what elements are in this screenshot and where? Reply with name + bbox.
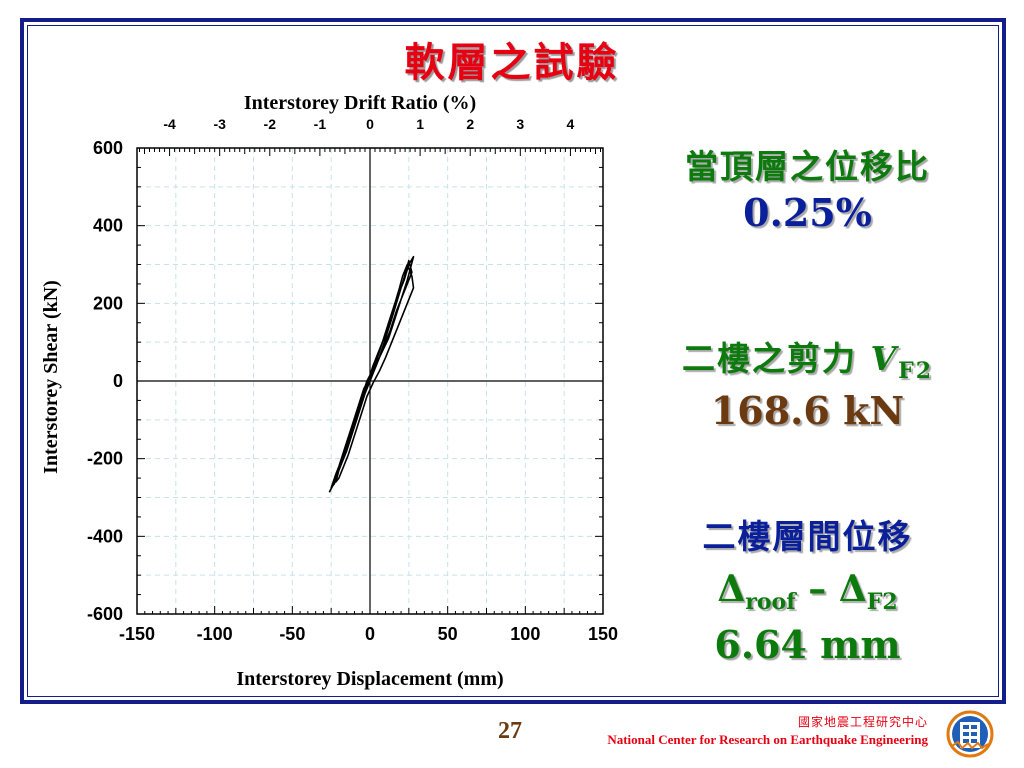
- y-tick-label: 400: [93, 216, 123, 236]
- shear-label-text: 二樓之剪力: [681, 339, 857, 378]
- y-tick-label: -600: [87, 604, 123, 624]
- x-tick-label: 0: [365, 624, 375, 644]
- delta-symbol-roof: Δ: [717, 568, 746, 610]
- minus-sign: –: [795, 568, 839, 610]
- x2-tick-label: -1: [314, 116, 327, 132]
- y-tick-label: 200: [93, 293, 123, 313]
- x2-tick-label: 2: [466, 116, 474, 132]
- x-tick-label: -50: [279, 624, 305, 644]
- ncree-logo-icon: [946, 710, 994, 758]
- slide-frame-inner: [27, 25, 999, 697]
- x-axis-title: Interstorey Displacement (mm): [236, 668, 503, 690]
- x2-tick-label: -2: [264, 116, 277, 132]
- shear-value: 168.6 kN: [710, 388, 905, 433]
- x2-tick-label: 4: [567, 116, 575, 132]
- y-tick-label: 600: [93, 138, 123, 158]
- f2-subscript: F2: [866, 589, 898, 615]
- page-number: 27: [498, 718, 522, 744]
- org-name-cn: 國家地震工程研究中心: [797, 715, 928, 729]
- org-name-en: National Center for Research on Earthqua…: [607, 732, 928, 747]
- slide-frame-outer: [20, 18, 1006, 704]
- x-tick-label: 50: [438, 624, 458, 644]
- hysteresis-series-line: [328, 255, 415, 493]
- storey-disp-label: 二樓層間位移: [702, 517, 913, 556]
- y-tick-label: -400: [87, 526, 123, 546]
- x-tick-label: 150: [588, 624, 618, 644]
- y-tick-label: 0: [113, 371, 123, 391]
- shear-variable: V: [870, 339, 899, 378]
- y-axis-title: Interstorey Shear (kN): [40, 280, 62, 474]
- y-tick-label: -200: [87, 449, 123, 469]
- shear-subscript: F2: [898, 358, 934, 384]
- x2-tick-label: -3: [213, 116, 226, 132]
- delta-symbol-f2: Δ: [838, 568, 867, 610]
- slide-title: 軟層之試驗: [404, 39, 620, 86]
- disp-formula: Δroof – ΔF2: [640, 568, 975, 615]
- x-tick-label: 100: [510, 624, 540, 644]
- x-tick-label: -150: [119, 624, 155, 644]
- x2-tick-label: 0: [366, 116, 374, 132]
- shear-label: 二樓之剪力 VF2: [640, 332, 975, 384]
- x2-tick-label: 1: [416, 116, 424, 132]
- roof-drift-value: 0.25%: [743, 190, 872, 235]
- x2-axis-title: Interstorey Drift Ratio (%): [244, 92, 476, 114]
- x-tick-label: -100: [197, 624, 233, 644]
- roof-drift-label: 當頂層之位移比: [685, 147, 930, 186]
- disp-value: 6.64 mm: [714, 622, 901, 667]
- x2-tick-label: -4: [163, 116, 176, 132]
- x2-tick-label: 3: [516, 116, 524, 132]
- roof-subscript: roof: [745, 589, 796, 615]
